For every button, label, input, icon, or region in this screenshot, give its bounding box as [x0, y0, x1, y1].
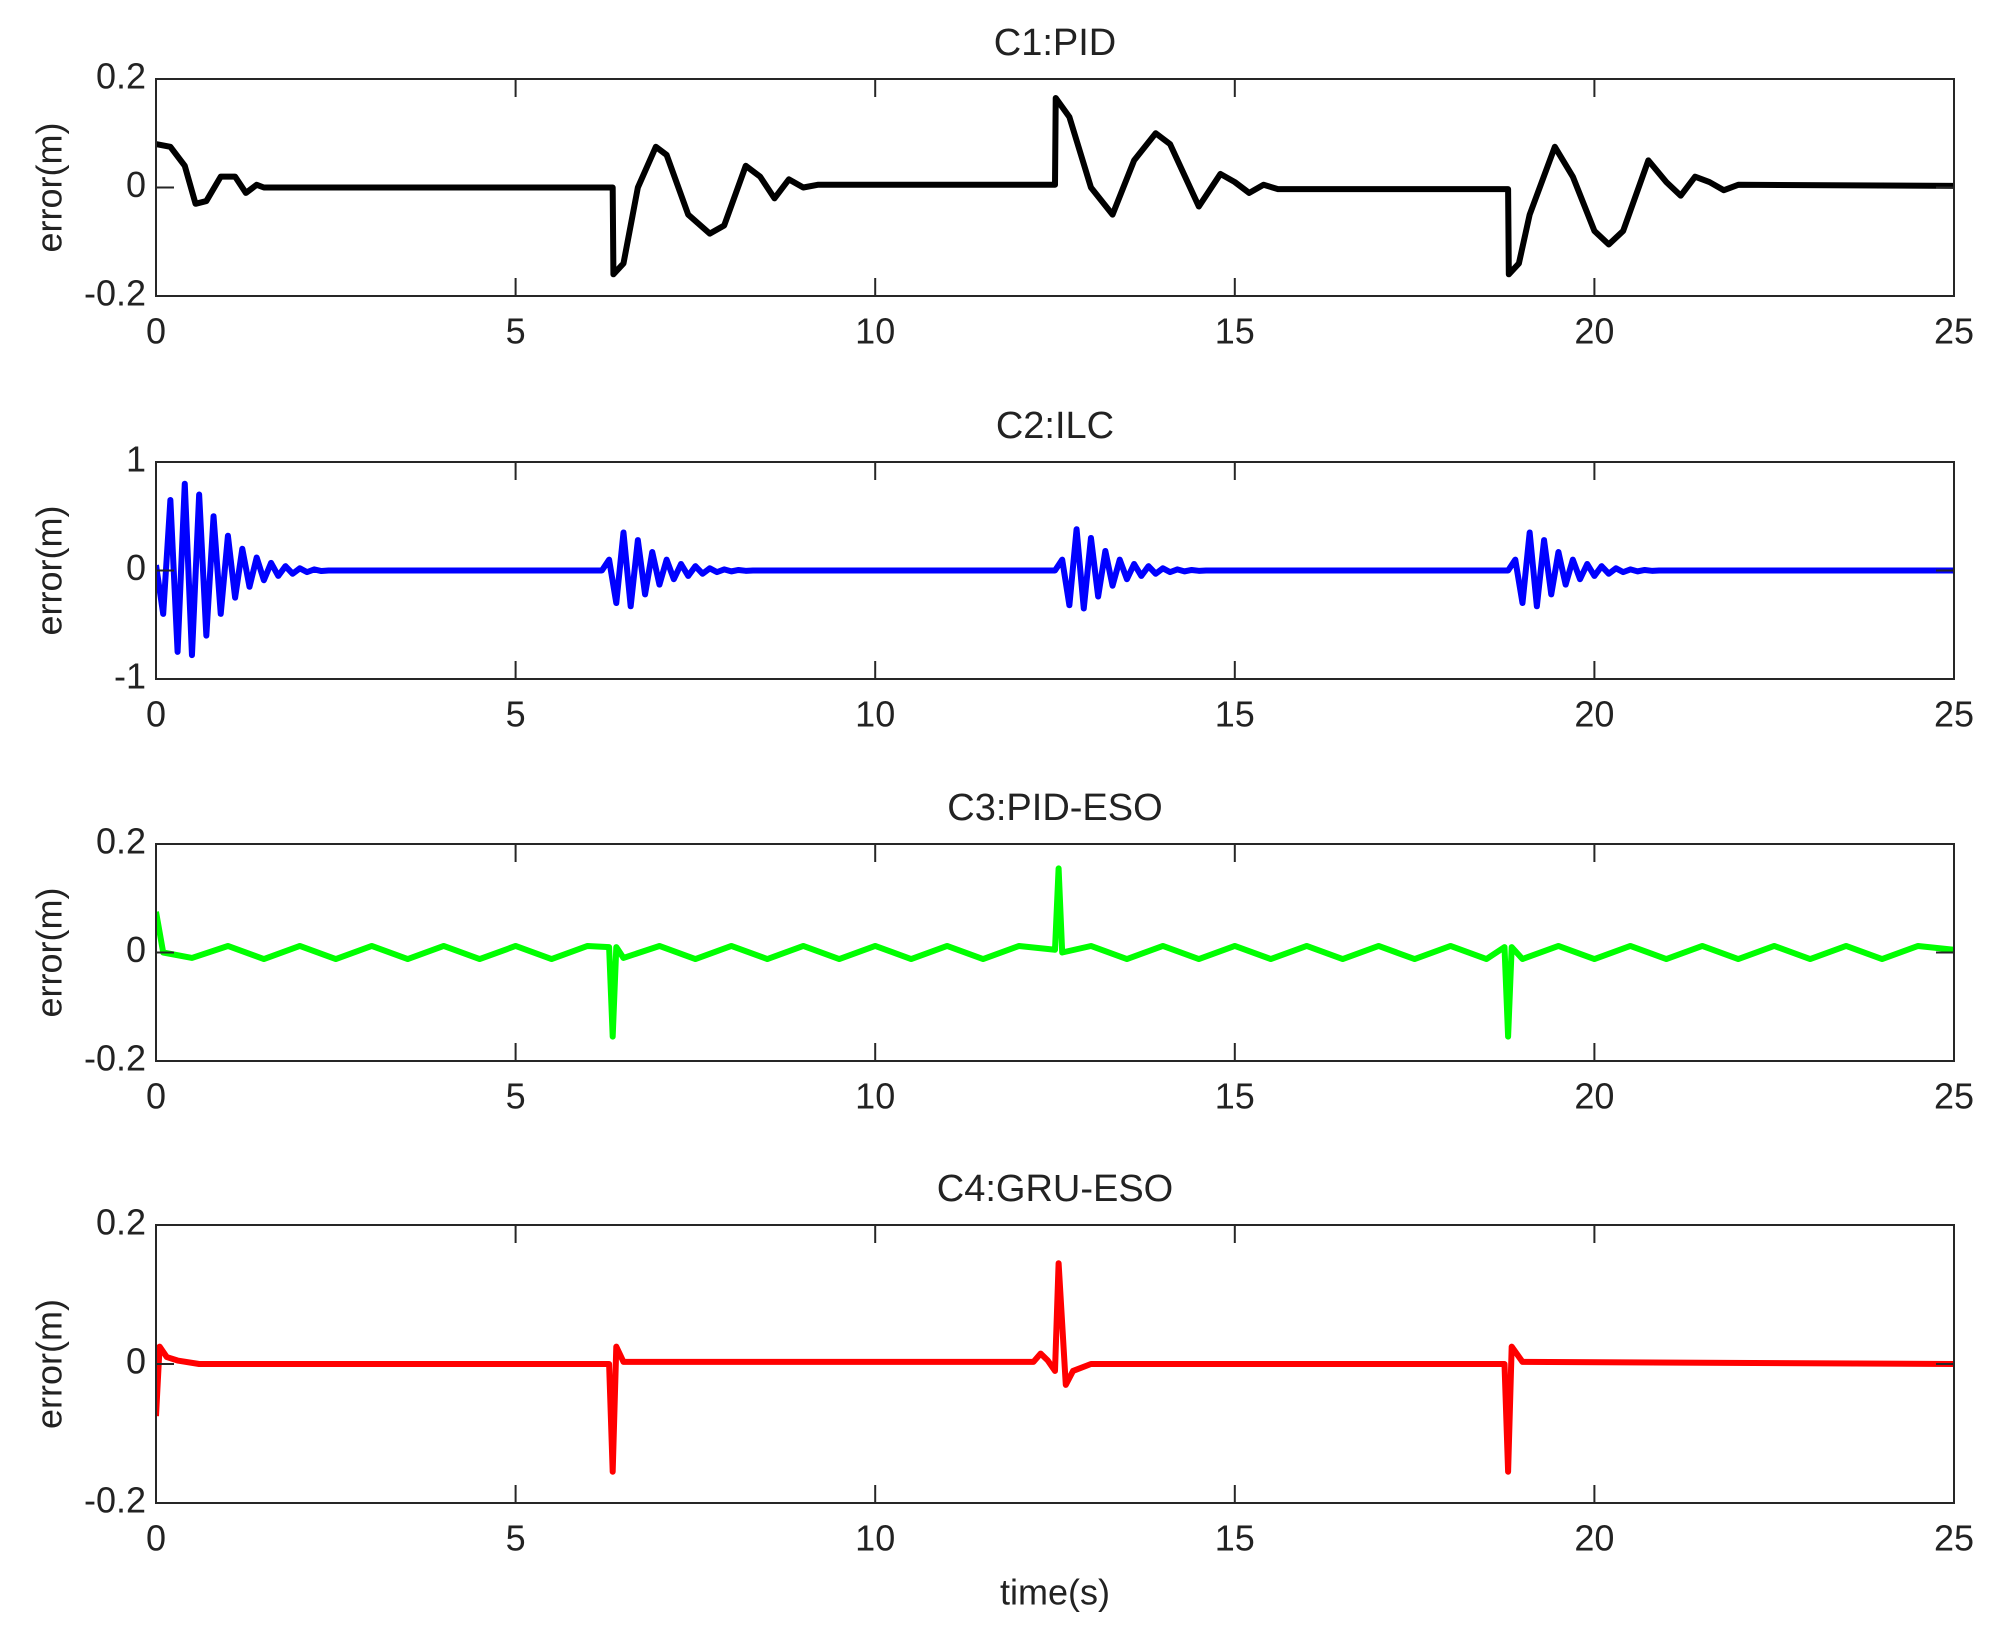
- y-axis-label: error(m): [29, 1299, 70, 1429]
- x-tick-label: 15: [1215, 1518, 1255, 1559]
- y-axis-label: error(m): [29, 888, 70, 1018]
- x-tick-label: 20: [1574, 311, 1614, 352]
- x-tick-label: 5: [506, 1076, 526, 1117]
- x-tick-label: 0: [146, 1518, 166, 1559]
- chart-title: C3:PID-ESO: [947, 787, 1162, 829]
- x-tick-label: 20: [1574, 1076, 1614, 1117]
- chart-title: C4:GRU-ESO: [937, 1168, 1173, 1210]
- data-line: [156, 480, 1954, 659]
- x-tick-label: 10: [855, 1076, 895, 1117]
- x-tick-label: 10: [855, 311, 895, 352]
- x-tick-label: 5: [506, 311, 526, 352]
- x-tick-label: 5: [506, 694, 526, 735]
- x-tick-label: 0: [146, 1076, 166, 1117]
- x-tick-label: 25: [1934, 311, 1974, 352]
- y-tick-label: -1: [114, 656, 146, 697]
- y-tick-label: 0.2: [96, 821, 146, 862]
- data-line: [156, 94, 1954, 278]
- x-tick-label: 15: [1215, 311, 1255, 352]
- x-tick-label: 25: [1934, 694, 1974, 735]
- x-tick-label: 10: [855, 1518, 895, 1559]
- x-tick-label: 0: [146, 694, 166, 735]
- x-tick-label: 5: [506, 1518, 526, 1559]
- y-tick-label: -0.2: [84, 1480, 146, 1521]
- data-line: [156, 1260, 1954, 1475]
- x-axis-label: time(s): [1000, 1572, 1110, 1613]
- y-tick-label: 0: [126, 547, 146, 588]
- x-tick-label: 20: [1574, 1518, 1614, 1559]
- y-tick-label: 0: [126, 929, 146, 970]
- chart-title: C1:PID: [994, 22, 1116, 64]
- y-tick-label: 0.2: [96, 56, 146, 97]
- x-tick-label: 20: [1574, 694, 1614, 735]
- y-tick-label: 0: [126, 1341, 146, 1382]
- x-tick-label: 10: [855, 694, 895, 735]
- x-tick-label: 0: [146, 311, 166, 352]
- x-tick-label: 15: [1215, 694, 1255, 735]
- y-tick-label: 1: [126, 439, 146, 480]
- y-tick-label: -0.2: [84, 273, 146, 314]
- y-tick-label: -0.2: [84, 1038, 146, 1079]
- data-line: [156, 865, 1954, 1040]
- x-tick-label: 25: [1934, 1518, 1974, 1559]
- y-tick-label: 0: [126, 164, 146, 205]
- chart-title: C2:ILC: [996, 405, 1114, 447]
- y-tick-label: 0.2: [96, 1202, 146, 1243]
- x-tick-label: 15: [1215, 1076, 1255, 1117]
- y-axis-label: error(m): [29, 123, 70, 253]
- x-tick-label: 25: [1934, 1076, 1974, 1117]
- y-axis-label: error(m): [29, 506, 70, 636]
